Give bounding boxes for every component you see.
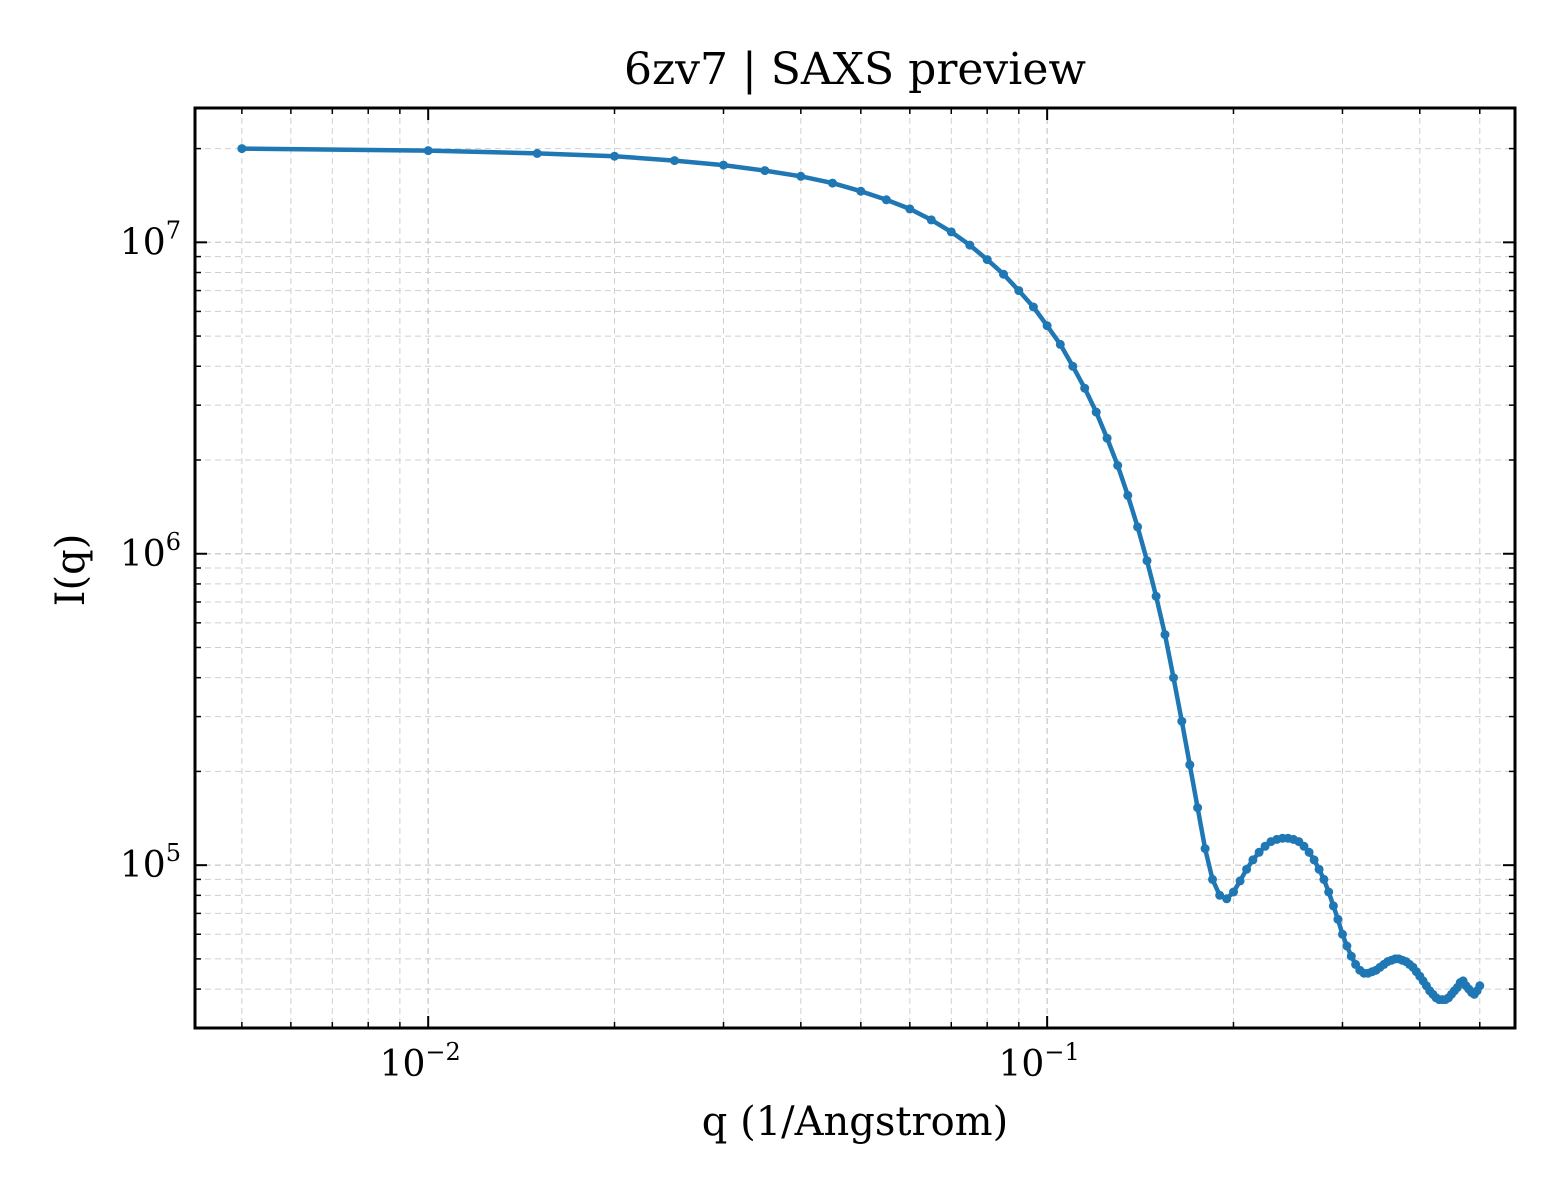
x-tick-label: 10−2 xyxy=(380,1038,461,1085)
data-point xyxy=(1309,855,1319,865)
x-tick-label: 10−1 xyxy=(999,1038,1080,1085)
data-point xyxy=(905,204,915,214)
data-point xyxy=(1169,673,1178,683)
data-point xyxy=(1014,286,1024,296)
data-point xyxy=(610,151,619,161)
data-point xyxy=(1342,941,1352,951)
data-point xyxy=(1133,522,1143,532)
data-point xyxy=(965,240,975,250)
data-point xyxy=(1222,894,1232,904)
tick-labels: 10−2 10−1 105 106 107 xyxy=(120,216,1080,1085)
data-point xyxy=(1068,361,1078,371)
data-point xyxy=(926,215,936,225)
data-point xyxy=(1333,914,1343,924)
data-point xyxy=(1229,887,1238,897)
data-point xyxy=(1319,874,1329,884)
data-point xyxy=(1102,433,1112,443)
data-point xyxy=(1299,841,1309,851)
data-point xyxy=(670,156,679,166)
data-point xyxy=(237,144,247,154)
data-point xyxy=(1185,760,1195,770)
data-point xyxy=(719,160,728,170)
data-series xyxy=(237,144,1485,1005)
data-point xyxy=(1475,981,1485,991)
data-point xyxy=(1314,864,1324,874)
data-point xyxy=(1346,951,1356,961)
data-point xyxy=(946,227,956,237)
data-point xyxy=(796,171,806,181)
major-ticks xyxy=(195,108,1515,1028)
data-point xyxy=(1324,887,1334,897)
data-point xyxy=(1242,864,1252,874)
data-point xyxy=(1091,407,1101,417)
data-point xyxy=(1142,556,1152,566)
chart-title: 6zv7 | SAXS preview xyxy=(624,44,1086,95)
data-point xyxy=(1055,339,1065,349)
data-point xyxy=(760,166,770,176)
data-point xyxy=(1254,847,1264,857)
data-point xyxy=(982,255,992,265)
y-tick-label: 105 xyxy=(120,839,181,886)
data-point xyxy=(1208,874,1217,884)
data-point xyxy=(1328,901,1338,911)
data-point xyxy=(1151,591,1161,601)
data-point xyxy=(1193,803,1203,813)
y-tick-label: 107 xyxy=(120,216,181,263)
y-tick-label: 106 xyxy=(120,528,181,575)
data-point xyxy=(1113,461,1123,470)
data-point xyxy=(1123,490,1133,500)
data-point xyxy=(881,195,891,205)
data-point xyxy=(423,146,433,156)
data-point xyxy=(999,269,1008,279)
data-point xyxy=(1177,716,1187,726)
data-point xyxy=(1215,890,1225,900)
data-point xyxy=(1080,383,1090,393)
data-point xyxy=(1235,876,1245,886)
data-point xyxy=(532,148,542,158)
plot-frame xyxy=(193,106,1517,1030)
data-point xyxy=(1200,844,1210,854)
data-point xyxy=(1248,855,1258,865)
data-point xyxy=(1160,630,1170,640)
data-point xyxy=(1338,929,1347,939)
x-axis-label: q (1/Angstrom) xyxy=(702,1099,1008,1145)
data-point xyxy=(856,186,866,196)
data-point xyxy=(828,178,837,188)
data-point xyxy=(1028,302,1038,312)
data-point xyxy=(1304,847,1314,857)
y-axis-label: I(q) xyxy=(48,534,94,607)
data-point xyxy=(1042,321,1052,331)
